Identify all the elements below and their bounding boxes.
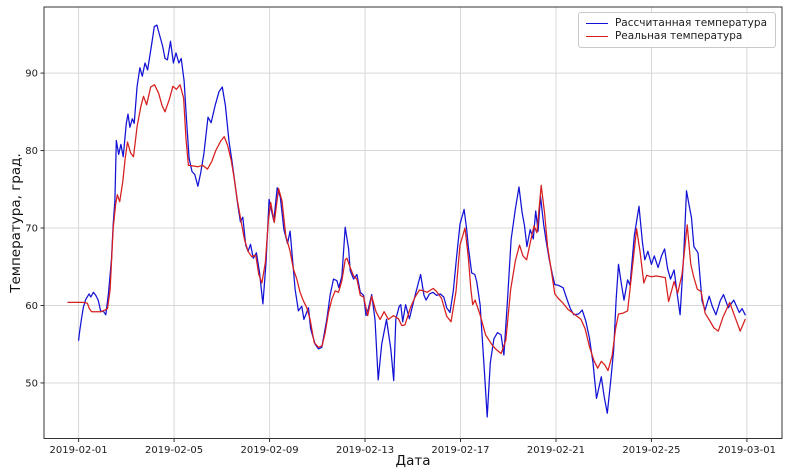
y-tick-label: 50 <box>25 378 38 389</box>
y-tick-label: 70 <box>25 224 38 235</box>
y-tick-label: 80 <box>25 146 38 157</box>
tick-marks <box>40 72 748 442</box>
y-tick-label: 60 <box>25 301 38 312</box>
x-tick-label: 2019-02-01 <box>50 445 108 456</box>
x-tick-label: 2019-02-13 <box>336 445 394 456</box>
plot-frame <box>43 6 783 439</box>
gridlines <box>44 7 782 439</box>
legend: Рассчитанная температура Реальная темпер… <box>577 12 776 48</box>
legend-label-real: Реальная температура <box>614 30 743 42</box>
x-axis-label: Дата <box>395 453 431 469</box>
series-line-real <box>67 84 746 372</box>
series-line-calculated <box>77 24 746 418</box>
calculated-line-swatch <box>585 23 608 24</box>
x-tick-label: 2019-03-01 <box>718 445 776 456</box>
y-axis-label: Температура, град. <box>8 153 24 293</box>
legend-item-real: Реальная температура <box>585 30 767 43</box>
legend-label-calculated: Рассчитанная температура <box>614 17 767 29</box>
legend-item-calculated: Рассчитанная температура <box>585 17 767 30</box>
x-tick-label: 2019-02-05 <box>145 445 203 456</box>
x-tick-label: 2019-02-17 <box>431 445 489 456</box>
x-tick-label: 2019-02-25 <box>622 445 680 456</box>
x-tick-label: 2019-02-09 <box>240 445 298 456</box>
x-tick-label: 2019-02-21 <box>527 445 585 456</box>
tick-labels: 2019-02-01 2019-02-05 2019-02-09 2019-02-13… <box>25 69 776 456</box>
real-line-swatch <box>585 36 608 37</box>
y-tick-label: 90 <box>25 69 38 80</box>
